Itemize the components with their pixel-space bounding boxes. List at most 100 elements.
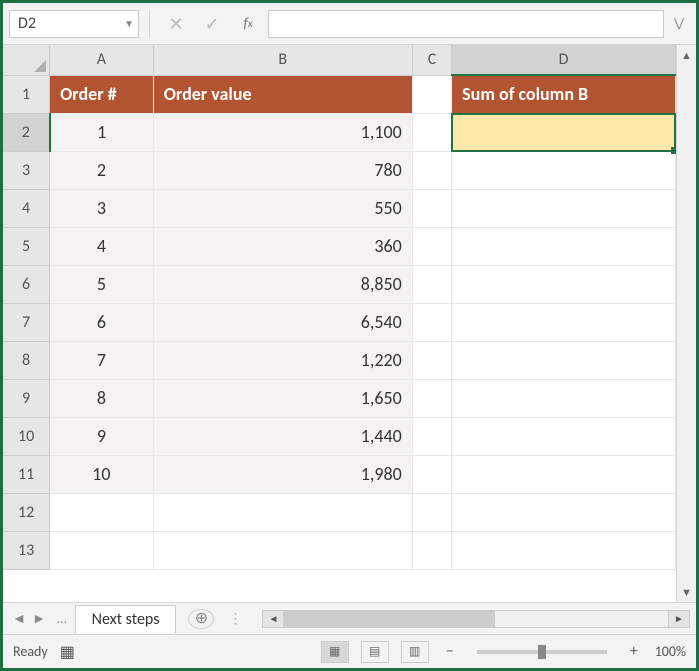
- row-header-3[interactable]: 3: [3, 151, 50, 189]
- cancel-icon[interactable]: ✕: [160, 10, 192, 38]
- zoom-thumb[interactable]: [538, 645, 546, 659]
- sheet-tab-active[interactable]: Next steps: [75, 605, 177, 633]
- row-header-1[interactable]: 1: [3, 75, 50, 113]
- cell-D12[interactable]: [452, 493, 676, 531]
- cell-B2[interactable]: 1,100: [153, 113, 412, 151]
- cell-A12[interactable]: [50, 493, 154, 531]
- row-header-10[interactable]: 10: [3, 417, 50, 455]
- row-header-2[interactable]: 2: [3, 113, 50, 151]
- hscroll-left-icon[interactable]: ◄: [262, 610, 284, 628]
- col-header-A[interactable]: A: [50, 45, 154, 75]
- row-header-5[interactable]: 5: [3, 227, 50, 265]
- cell-C4[interactable]: [412, 189, 451, 227]
- zoom-in-icon[interactable]: +: [625, 642, 643, 661]
- cell-B3[interactable]: 780: [153, 151, 412, 189]
- name-box-dropdown-icon[interactable]: ▼: [124, 17, 134, 30]
- vertical-scrollbar[interactable]: ▲ ▼: [676, 45, 696, 602]
- cell-B10[interactable]: 1,440: [153, 417, 412, 455]
- cell-C10[interactable]: [412, 417, 451, 455]
- cell-B1[interactable]: Order value: [153, 75, 412, 113]
- row-header-12[interactable]: 12: [3, 493, 50, 531]
- cell-A13[interactable]: [50, 531, 154, 569]
- col-header-B[interactable]: B: [153, 45, 412, 75]
- cell-A3[interactable]: 2: [50, 151, 154, 189]
- cell-A11[interactable]: 10: [50, 455, 154, 493]
- row-header-11[interactable]: 11: [3, 455, 50, 493]
- cell-C1[interactable]: [412, 75, 451, 113]
- zoom-slider[interactable]: [477, 650, 607, 654]
- row-header-13[interactable]: 13: [3, 531, 50, 569]
- cell-D9[interactable]: [452, 379, 676, 417]
- cell-A8[interactable]: 7: [50, 341, 154, 379]
- cell-C11[interactable]: [412, 455, 451, 493]
- cell-A4[interactable]: 3: [50, 189, 154, 227]
- row-header-7[interactable]: 7: [3, 303, 50, 341]
- cell-D3[interactable]: [452, 151, 676, 189]
- cell-D2[interactable]: [452, 113, 676, 151]
- cell-B9[interactable]: 1,650: [153, 379, 412, 417]
- cell-A2[interactable]: 1: [50, 113, 154, 151]
- row-header-4[interactable]: 4: [3, 189, 50, 227]
- cell-C5[interactable]: [412, 227, 451, 265]
- horizontal-scrollbar[interactable]: ◄ ►: [262, 610, 690, 628]
- macro-record-icon[interactable]: ▦: [60, 642, 75, 662]
- cell-D5[interactable]: [452, 227, 676, 265]
- col-header-C[interactable]: C: [412, 45, 451, 75]
- cell-D8[interactable]: [452, 341, 676, 379]
- name-box[interactable]: D2 ▼: [9, 10, 139, 38]
- cell-D6[interactable]: [452, 265, 676, 303]
- fx-icon[interactable]: fx: [232, 10, 264, 38]
- hscroll-right-icon[interactable]: ►: [668, 610, 690, 628]
- hscroll-track[interactable]: [284, 610, 668, 628]
- add-sheet-icon[interactable]: ⊕: [188, 609, 214, 629]
- cell-C2[interactable]: [412, 113, 451, 151]
- cell-D1[interactable]: Sum of column B: [452, 75, 676, 113]
- cell-A6[interactable]: 5: [50, 265, 154, 303]
- view-page-break-icon[interactable]: ▥: [401, 641, 429, 663]
- cell-C12[interactable]: [412, 493, 451, 531]
- cell-C3[interactable]: [412, 151, 451, 189]
- cell-B12[interactable]: [153, 493, 412, 531]
- cell-A1[interactable]: Order #: [50, 75, 154, 113]
- row-header-9[interactable]: 9: [3, 379, 50, 417]
- cell-B8[interactable]: 1,220: [153, 341, 412, 379]
- fill-handle[interactable]: [671, 147, 676, 154]
- cell-B5[interactable]: 360: [153, 227, 412, 265]
- cell-C13[interactable]: [412, 531, 451, 569]
- scroll-down-icon[interactable]: ▼: [677, 582, 696, 602]
- scroll-up-icon[interactable]: ▲: [677, 45, 696, 65]
- row-header-6[interactable]: 6: [3, 265, 50, 303]
- cell-D4[interactable]: [452, 189, 676, 227]
- cell-D10[interactable]: [452, 417, 676, 455]
- view-page-layout-icon[interactable]: ▤: [361, 641, 389, 663]
- cell-A10[interactable]: 9: [50, 417, 154, 455]
- tab-next-icon[interactable]: ►: [29, 610, 49, 627]
- cell-B6[interactable]: 8,850: [153, 265, 412, 303]
- cell-D7[interactable]: [452, 303, 676, 341]
- cell-A5[interactable]: 4: [50, 227, 154, 265]
- tab-prev-icon[interactable]: ◄: [9, 610, 29, 627]
- cell-A9[interactable]: 8: [50, 379, 154, 417]
- cell-B11[interactable]: 1,980: [153, 455, 412, 493]
- tab-overflow[interactable]: …: [49, 610, 75, 627]
- enter-icon[interactable]: ✓: [196, 10, 228, 38]
- cell-B4[interactable]: 550: [153, 189, 412, 227]
- cell-C9[interactable]: [412, 379, 451, 417]
- zoom-level[interactable]: 100%: [655, 643, 686, 660]
- cell-D11[interactable]: [452, 455, 676, 493]
- formula-expand-icon[interactable]: ⋁: [668, 16, 690, 31]
- cell-C7[interactable]: [412, 303, 451, 341]
- view-normal-icon[interactable]: ▦: [321, 641, 349, 663]
- cell-C6[interactable]: [412, 265, 451, 303]
- scroll-track[interactable]: [677, 65, 696, 582]
- cell-A7[interactable]: 6: [50, 303, 154, 341]
- zoom-out-icon[interactable]: −: [441, 642, 459, 661]
- row-header-8[interactable]: 8: [3, 341, 50, 379]
- formula-input[interactable]: [268, 10, 664, 38]
- cell-D13[interactable]: [452, 531, 676, 569]
- select-all-corner[interactable]: [3, 45, 50, 75]
- hscroll-thumb[interactable]: [284, 611, 495, 627]
- cell-B13[interactable]: [153, 531, 412, 569]
- cell-C8[interactable]: [412, 341, 451, 379]
- cell-B7[interactable]: 6,540: [153, 303, 412, 341]
